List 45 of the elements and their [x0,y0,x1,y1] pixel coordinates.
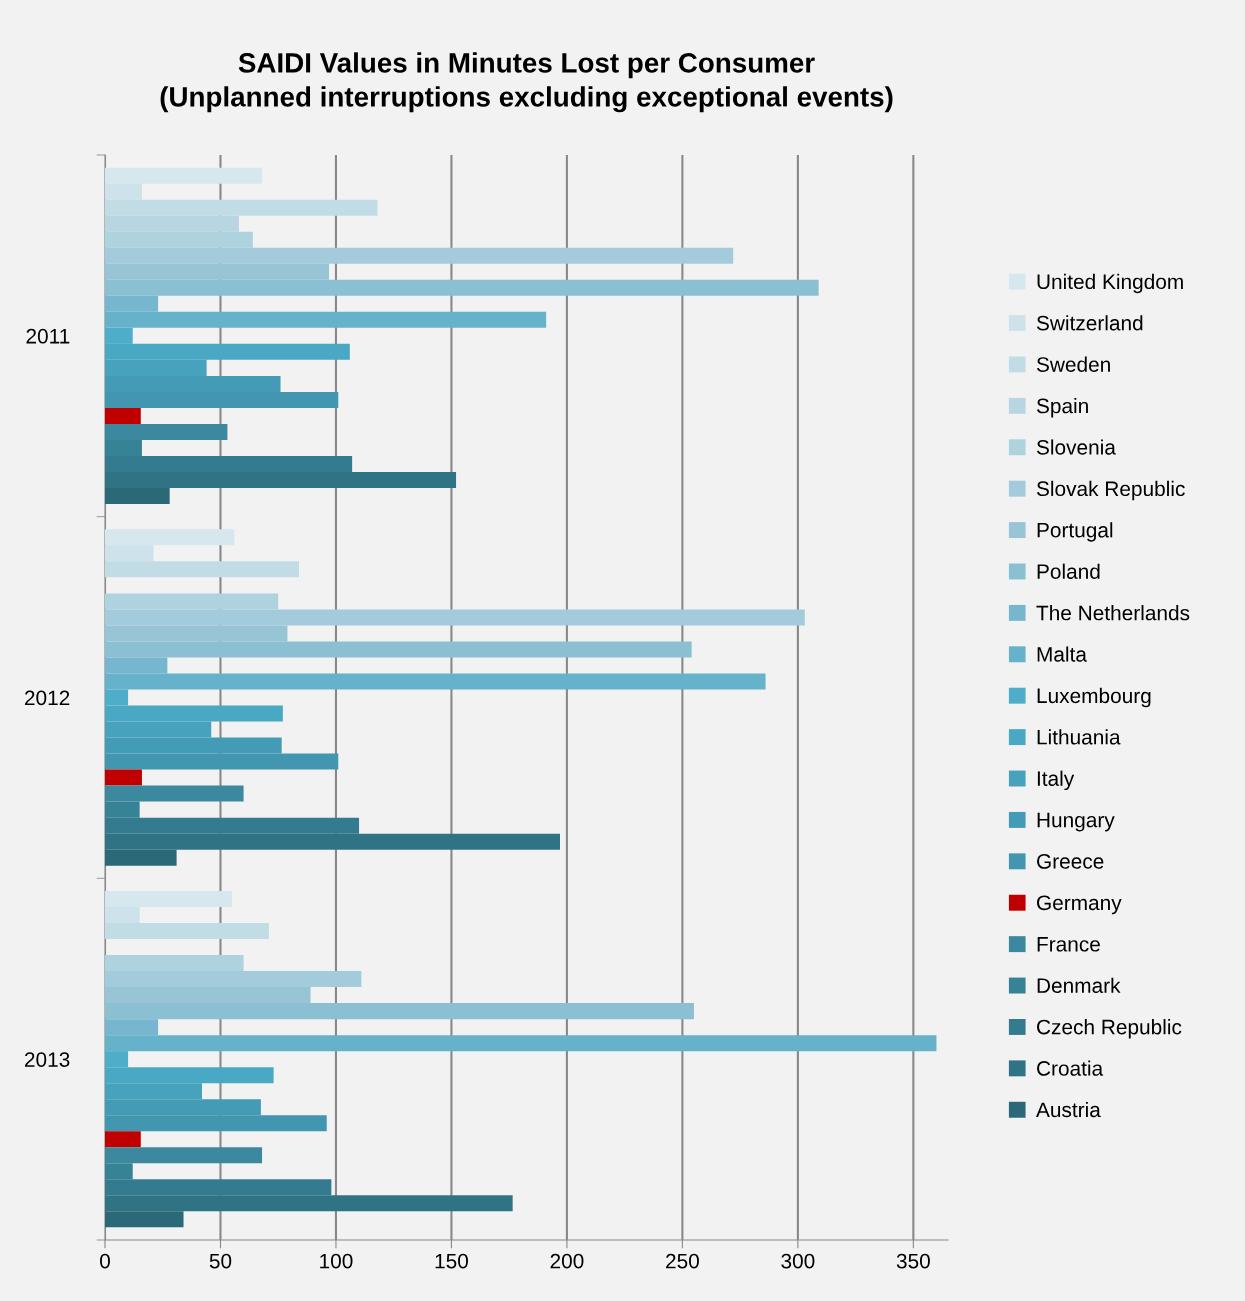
x-tick-label: 350 [896,1253,930,1269]
legend-label: Sweden [1036,356,1110,372]
legend-label: Italy [1037,770,1075,791]
bar [105,641,692,658]
legend-label: Austria [1036,1101,1101,1118]
y-tick-label: 2013 [24,1052,70,1067]
x-tick-label: 200 [550,1253,584,1269]
bar [105,295,159,312]
legend-label: United Kingdom [1037,273,1183,294]
bar [105,1019,159,1036]
bar [105,769,142,786]
legend-label: Hungary [1037,812,1115,832]
legend-label: Croatia [1037,1060,1104,1076]
x-tick-label: 100 [320,1253,353,1269]
bar [105,673,766,690]
legend-label: Czech Republic [1037,1019,1182,1039]
bar [105,407,141,424]
chart-title: SAIDI Values in Minutes Lost per Consumer (Unplanned interruptions excluding exceptional events) [160,52,893,113]
legend-label: Spain [1036,398,1088,418]
bar [105,657,168,674]
x-tick-label: 0 [100,1253,110,1269]
x-tick-label: 250 [666,1253,699,1269]
legend-label: Poland [1037,563,1100,579]
legend-label: Portugal [1037,522,1113,542]
legend-label: Lithuania [1037,729,1121,745]
x-tick-label: 150 [435,1253,468,1269]
bar [105,1035,937,1052]
x-tick-label: 50 [209,1253,232,1269]
legend-label: Switzerland [1036,315,1143,331]
legend-label: Luxembourg [1037,687,1151,708]
legend-label: Malta [1037,646,1087,662]
bar [105,279,819,296]
bar [105,1131,141,1148]
legend-label: Slovenia [1036,439,1116,455]
y-tick-label: 2011 [26,328,70,344]
x-tick-label: 300 [781,1253,815,1269]
legend-label: The Netherlands [1036,605,1190,621]
legend-label: Germany [1037,895,1122,915]
legend-label: Denmark [1037,977,1121,993]
legend-label: Slovak Republic [1036,480,1185,501]
bar [105,311,547,328]
legend-label: Greece [1037,854,1104,869]
bar [105,1003,694,1020]
y-tick-label: 2012 [24,690,70,706]
legend-label: France [1037,937,1100,952]
